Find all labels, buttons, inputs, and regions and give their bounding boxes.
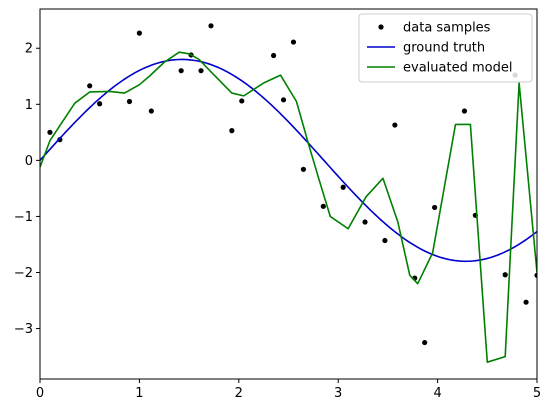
data-point bbox=[229, 128, 235, 134]
y-tick-label: −1 bbox=[14, 210, 33, 225]
data-point bbox=[502, 272, 508, 278]
series-line-2 bbox=[40, 51, 537, 363]
data-point bbox=[461, 108, 468, 114]
data-point bbox=[523, 299, 529, 305]
data-point bbox=[270, 52, 277, 59]
data-point bbox=[340, 184, 346, 190]
data-point bbox=[320, 203, 326, 209]
x-tick-label: 2 bbox=[235, 386, 243, 401]
x-tick-label: 3 bbox=[334, 386, 342, 401]
data-point bbox=[362, 219, 368, 225]
data-point bbox=[432, 204, 438, 211]
data-point bbox=[97, 101, 103, 107]
y-tick-label: 2 bbox=[25, 42, 33, 57]
data-point bbox=[126, 98, 133, 105]
y-tick-label: −2 bbox=[14, 266, 33, 281]
data-point bbox=[382, 237, 388, 244]
legend-label: data samples bbox=[403, 21, 491, 36]
data-point bbox=[300, 166, 307, 172]
y-tick-label: 1 bbox=[25, 98, 33, 113]
data-point bbox=[280, 97, 287, 103]
plot-frame bbox=[39, 8, 538, 380]
data-point bbox=[422, 339, 428, 346]
legend-box bbox=[358, 13, 533, 83]
data-point bbox=[239, 98, 245, 104]
legend-label: evaluated model bbox=[403, 61, 512, 76]
data-point bbox=[290, 39, 297, 45]
data-point bbox=[198, 68, 204, 74]
data-point bbox=[87, 83, 93, 89]
x-tick-label: 5 bbox=[533, 386, 541, 401]
legend: data samples ground truth evaluated model bbox=[358, 13, 533, 83]
data-point bbox=[148, 108, 154, 114]
x-tick-label: 1 bbox=[135, 386, 143, 401]
y-tick-label: 0 bbox=[25, 154, 33, 169]
legend-marker bbox=[378, 24, 384, 30]
series-line-1 bbox=[40, 58, 537, 263]
x-tick-label: 4 bbox=[433, 386, 441, 401]
data-point bbox=[178, 68, 184, 74]
data-point bbox=[208, 23, 214, 29]
x-tick-label: 0 bbox=[36, 386, 44, 401]
data-point bbox=[136, 30, 142, 36]
legend-label: ground truth bbox=[403, 41, 485, 56]
data-point bbox=[392, 122, 398, 128]
data-point bbox=[534, 272, 537, 278]
data-point bbox=[47, 129, 53, 135]
y-tick-label: −3 bbox=[14, 322, 33, 337]
